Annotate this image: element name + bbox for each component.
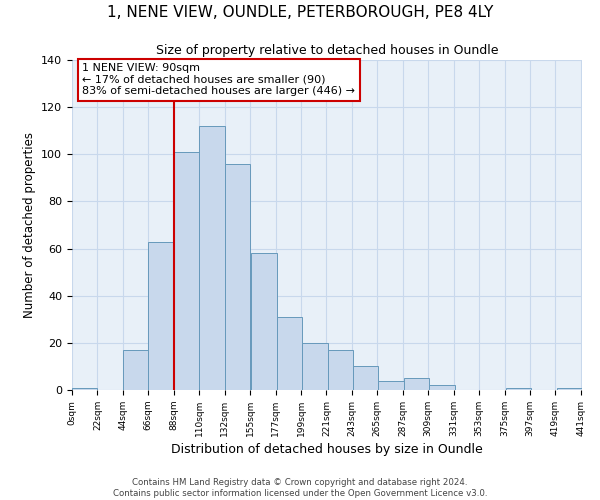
Bar bbox=[430, 386, 455, 390]
Bar bbox=[557, 388, 582, 390]
Text: 1 NENE VIEW: 90sqm
← 17% of detached houses are smaller (90)
83% of semi-detache: 1 NENE VIEW: 90sqm ← 17% of detached hou… bbox=[82, 64, 355, 96]
Title: Size of property relative to detached houses in Oundle: Size of property relative to detached ho… bbox=[156, 44, 498, 58]
Text: Contains HM Land Registry data © Crown copyright and database right 2024.
Contai: Contains HM Land Registry data © Crown c… bbox=[113, 478, 487, 498]
Bar bbox=[148, 242, 174, 390]
Y-axis label: Number of detached properties: Number of detached properties bbox=[23, 132, 35, 318]
Bar bbox=[251, 254, 277, 390]
Text: 1, NENE VIEW, OUNDLE, PETERBOROUGH, PE8 4LY: 1, NENE VIEW, OUNDLE, PETERBOROUGH, PE8 … bbox=[107, 5, 493, 20]
Bar bbox=[353, 366, 379, 390]
Bar bbox=[379, 380, 404, 390]
Bar bbox=[506, 388, 531, 390]
Bar bbox=[302, 343, 328, 390]
Bar bbox=[72, 388, 97, 390]
Bar bbox=[404, 378, 430, 390]
Bar bbox=[328, 350, 353, 390]
Bar bbox=[277, 317, 302, 390]
Bar bbox=[174, 152, 199, 390]
Bar bbox=[224, 164, 250, 390]
X-axis label: Distribution of detached houses by size in Oundle: Distribution of detached houses by size … bbox=[171, 443, 483, 456]
Bar bbox=[199, 126, 224, 390]
Bar bbox=[123, 350, 148, 390]
